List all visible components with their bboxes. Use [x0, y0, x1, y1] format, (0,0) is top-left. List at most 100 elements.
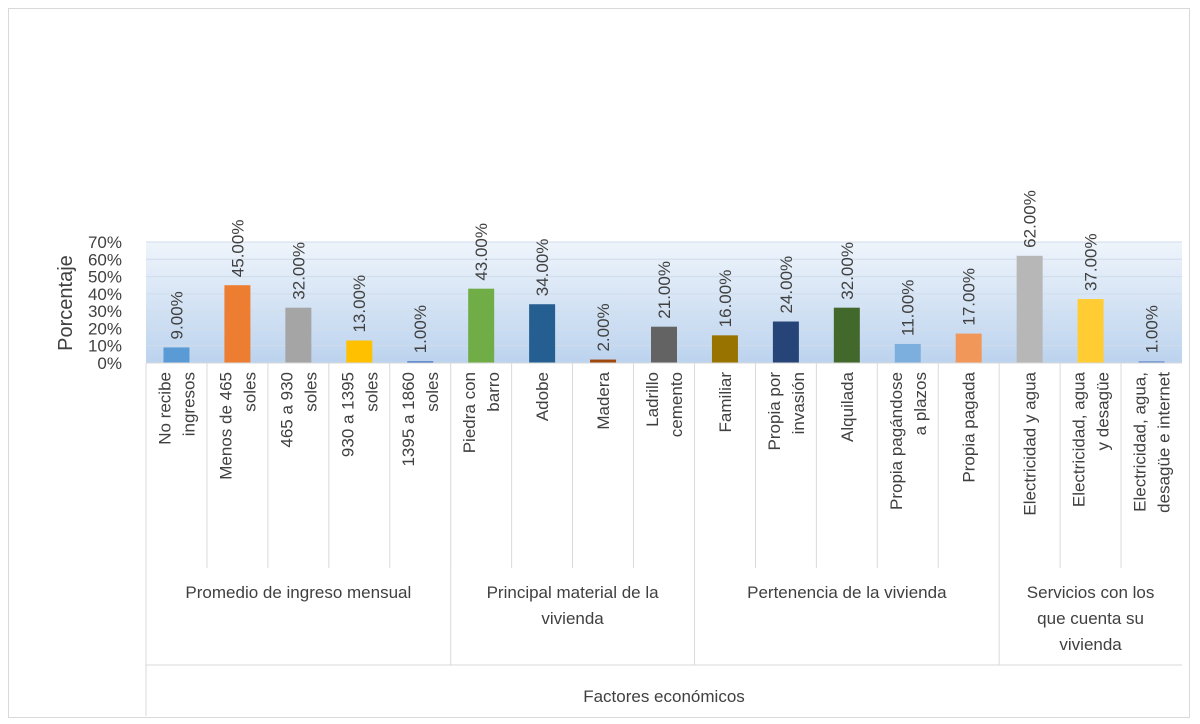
y-tick-label: 0% — [97, 354, 122, 373]
category-label: Electricidad, agua y desagüe — [1070, 371, 1113, 507]
bar — [894, 343, 921, 363]
bar — [833, 307, 860, 363]
category-label: Adobe — [533, 372, 552, 421]
category-label: 1395 a 1860 soles — [399, 372, 442, 467]
category-label-line: barro — [484, 372, 503, 412]
category-label-line: Adobe — [533, 372, 552, 421]
category-label-line: Familiar — [716, 372, 735, 433]
category-label: Madera — [594, 371, 613, 429]
y-tick-label: 10% — [88, 337, 122, 356]
data-label: 45.00% — [228, 220, 247, 278]
bar — [529, 304, 556, 363]
group-label: Principal material de la — [487, 583, 660, 602]
category-label-line: y desagüe — [1094, 372, 1113, 450]
category-label-line: 465 a 930 — [277, 372, 296, 448]
category-label-line: a plazos — [911, 372, 930, 435]
data-label: 21.00% — [655, 261, 674, 319]
category-label-line: soles — [301, 372, 320, 412]
bar — [955, 333, 982, 363]
group-label: que cuenta su — [1037, 609, 1144, 628]
category-label-line: invasión — [789, 372, 808, 434]
category-label-line: soles — [240, 372, 259, 412]
category-label: 465 a 930 soles — [277, 372, 320, 448]
y-axis-label: Porcentaje — [55, 255, 77, 351]
y-tick-label: 50% — [88, 268, 122, 287]
category-label: Piedra con barro — [460, 372, 503, 453]
category-label-line: Menos de 465 — [216, 372, 235, 480]
data-label: 9.00% — [167, 291, 186, 339]
category-label-line: Piedra con — [460, 372, 479, 453]
y-tick-label: 40% — [88, 285, 122, 304]
category-label: Menos de 465 soles — [216, 372, 259, 480]
category-label-line: Propia pagada — [960, 371, 979, 482]
data-labels: 9.00% 45.00% 32.00% 13.00% 1.00% 43.00% 34.00%… — [167, 190, 1161, 353]
category-label-line: desagüe e internet — [1155, 372, 1174, 513]
category-label-line: soles — [362, 372, 381, 412]
bars — [163, 255, 1165, 363]
category-labels: No recibe ingresos Menos de 465 soles 465 a … — [155, 371, 1173, 515]
data-label: 37.00% — [1082, 233, 1101, 291]
y-tick-label: 20% — [88, 319, 122, 338]
group-labels: Promedio de ingreso mensual Principal mat… — [185, 583, 1154, 654]
category-label: Propia pagada — [960, 371, 979, 482]
category-label: Electricidad y agua — [1021, 371, 1040, 515]
y-tick-label: 60% — [88, 250, 122, 269]
category-label: Propia por invasión — [765, 372, 808, 451]
data-label: 16.00% — [716, 270, 735, 328]
data-label: 1.00% — [411, 305, 430, 353]
x-axis-title: Factores económicos — [583, 687, 745, 706]
data-label: 17.00% — [960, 268, 979, 326]
bar — [1138, 361, 1165, 363]
data-label: 32.00% — [289, 242, 308, 300]
bar — [590, 359, 617, 363]
category-label: Alquilada — [838, 371, 857, 441]
data-label: 1.00% — [1142, 305, 1161, 353]
category-label: Ladrillo cemento — [643, 372, 686, 437]
category-label-line: 1395 a 1860 — [399, 372, 418, 467]
y-axis-ticks: 0%10%20%30%40%50%60%70% — [88, 233, 122, 373]
bar — [407, 361, 434, 363]
category-label: Propia pagándose a plazos — [887, 372, 930, 510]
bar — [285, 307, 312, 363]
bar — [651, 326, 677, 363]
category-label-line: Propia por — [765, 372, 784, 451]
category-label: No recibe ingresos — [155, 372, 198, 445]
data-label: 24.00% — [777, 256, 796, 314]
group-label: Servicios con los — [1027, 583, 1155, 602]
group-label: Pertenencia de la vivienda — [747, 583, 947, 602]
category-label-line: soles — [423, 372, 442, 412]
group-label: vivienda — [541, 609, 604, 628]
bar — [468, 288, 495, 363]
data-label: 2.00% — [594, 303, 613, 351]
category-label-line: ingresos — [179, 372, 198, 436]
bar — [1077, 299, 1104, 363]
bar — [772, 321, 799, 363]
category-label-line: Ladrillo — [643, 372, 662, 427]
data-label: 43.00% — [472, 223, 491, 281]
y-tick-label: 30% — [88, 302, 122, 321]
category-axis — [145, 362, 1182, 716]
category-label-line: cemento — [667, 372, 686, 437]
category-label-line: Electricidad, agua, — [1131, 372, 1150, 512]
category-label: Familiar — [716, 372, 735, 433]
y-tick-label: 70% — [88, 233, 122, 252]
bar — [711, 335, 738, 363]
data-label: 11.00% — [899, 280, 918, 336]
category-label: Electricidad, agua, desagüe e internet — [1131, 372, 1174, 513]
category-label-line: 930 a 1395 — [338, 372, 357, 457]
bar — [224, 285, 251, 363]
category-label: 930 a 1395 soles — [338, 372, 381, 457]
bar — [163, 347, 190, 363]
category-label-line: Propia pagándose — [887, 372, 906, 510]
group-label: vivienda — [1059, 635, 1122, 654]
category-label-line: Alquilada — [838, 371, 857, 441]
bar — [1016, 255, 1043, 363]
data-label: 32.00% — [838, 242, 857, 300]
group-label: Promedio de ingreso mensual — [185, 583, 411, 602]
category-label-line: No recibe — [155, 372, 174, 445]
data-label: 13.00% — [350, 275, 369, 333]
category-label-line: Electricidad y agua — [1021, 371, 1040, 515]
data-label: 62.00% — [1021, 190, 1040, 248]
category-label-line: Madera — [594, 371, 613, 429]
